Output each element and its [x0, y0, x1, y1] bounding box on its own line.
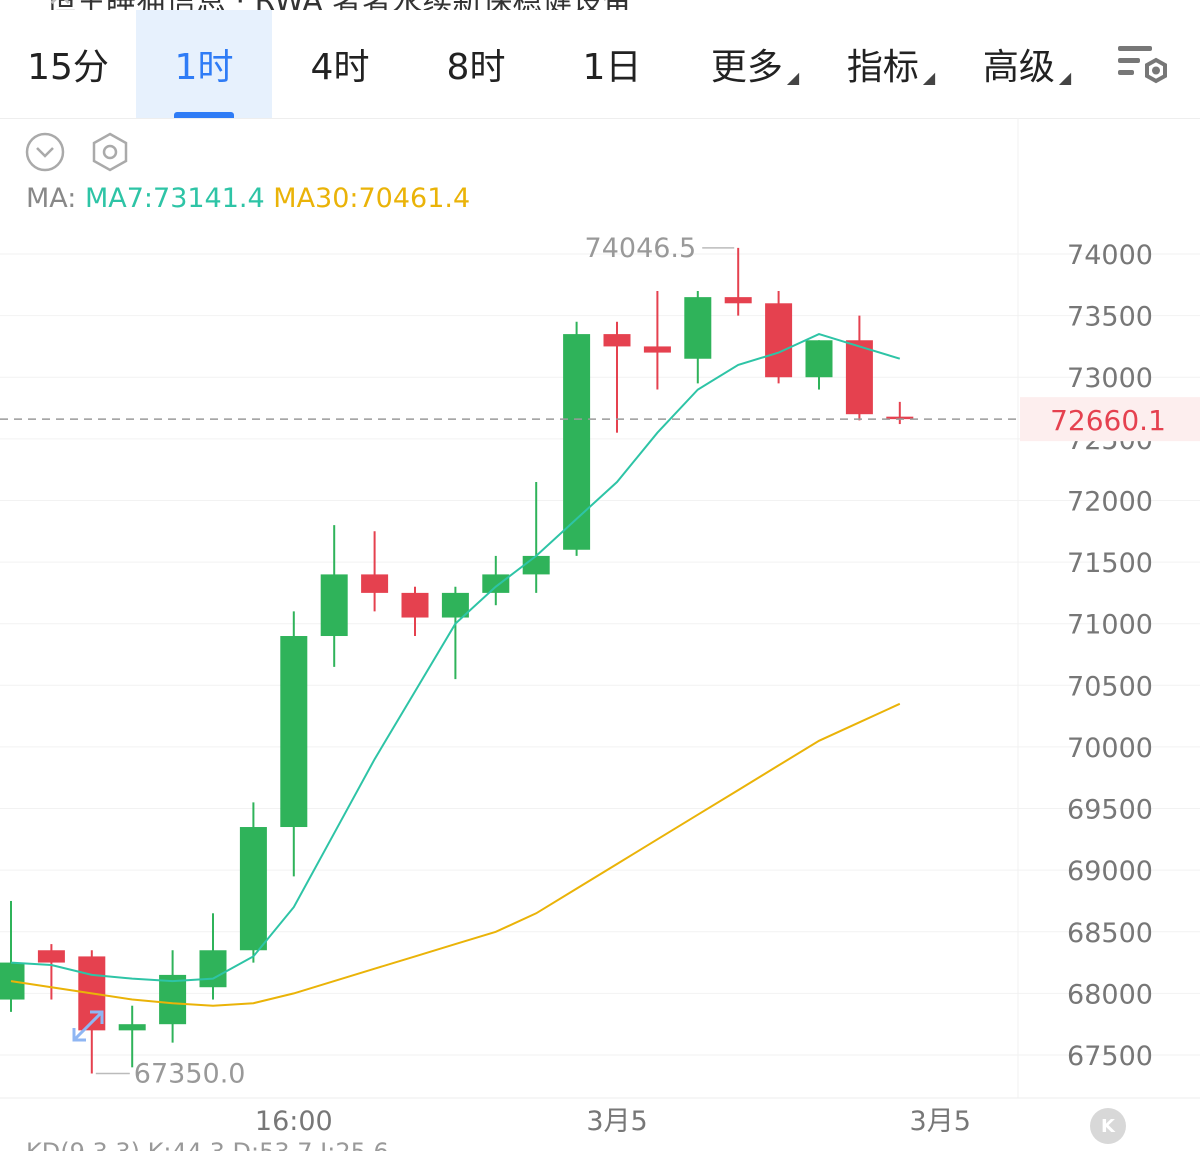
tab-label: 指标	[846, 47, 919, 88]
candle-body	[684, 297, 712, 359]
tab-label: 更多	[710, 47, 783, 88]
y-tick-label: 70500	[1067, 671, 1153, 702]
tab-label: 4时	[310, 47, 370, 88]
y-tick-label: 68000	[1067, 979, 1153, 1010]
candle-body	[765, 303, 793, 378]
ma7-line	[10, 333, 901, 983]
ma30-value: MA30:70461.4	[273, 183, 471, 214]
ma7-value: MA7:73141.4	[84, 183, 265, 214]
timeframe-tabs: 15分 1时 4时 8时 1日 更多 ◢ 指标 ◢ 高级 ◢	[0, 10, 1200, 119]
candle-body	[563, 334, 591, 550]
window-title: 恒生睡猫信息 · RWA 奢奢永续新保稳健设备	[46, 0, 632, 10]
ma-legend: MA: MA7:73141.4 MA30:70461.4	[26, 183, 470, 214]
ma30-line	[10, 702, 901, 1007]
tab-label: 15分	[27, 47, 109, 88]
candle-body	[361, 574, 389, 593]
tab-more-dropdown[interactable]: 更多 ◢	[690, 10, 820, 118]
y-tick-label: 73500	[1067, 302, 1153, 333]
chevron-down-circle-icon[interactable]	[25, 132, 65, 172]
candle-body	[159, 974, 187, 1025]
y-tick-label: 70000	[1067, 733, 1153, 764]
k-line-toggle-button[interactable]: K	[1090, 1108, 1126, 1144]
candle-body	[845, 340, 873, 415]
tab-advanced-dropdown[interactable]: 高级 ◢	[962, 10, 1092, 118]
tab-8h[interactable]: 8时	[408, 10, 544, 118]
tab-label: 8时	[446, 47, 506, 88]
candle-body	[118, 1024, 146, 1031]
y-tick-label: 71000	[1067, 610, 1153, 641]
kd-indicator-text: KD(9,3,3) K:44.3 D:53.7 J:25.6	[26, 1138, 389, 1151]
tab-15m[interactable]: 15分	[0, 10, 136, 118]
candle-body	[724, 297, 752, 304]
candle-body	[886, 416, 914, 420]
chart-settings-icon[interactable]	[1116, 40, 1172, 90]
tab-label: 1日	[582, 47, 642, 88]
y-tick-label: 69000	[1067, 856, 1153, 887]
candle-body	[482, 574, 510, 593]
candle-body	[37, 950, 65, 963]
tab-label: 1时	[174, 47, 234, 88]
tab-1h[interactable]: 1时	[136, 10, 272, 118]
x-tick-label: 3月5	[586, 1106, 647, 1137]
indicator-strip: KD(9,3,3) K:44.3 D:53.7 J:25.6	[0, 1138, 1200, 1151]
candle-body	[603, 334, 631, 347]
candle-body	[199, 950, 227, 988]
ma-label: MA:	[26, 183, 77, 214]
x-tick-label: 16:00	[255, 1106, 333, 1137]
window-title-strip: 恒生睡猫信息 · RWA 奢奢永续新保稳健设备 ×	[0, 0, 1200, 10]
candle-body	[239, 827, 267, 951]
y-tick-label: 72000	[1067, 486, 1153, 517]
y-tick-label: 67500	[1067, 1041, 1153, 1072]
y-tick-label: 71500	[1067, 548, 1153, 579]
caret-down-icon: ◢	[922, 67, 936, 87]
y-tick-label: 68500	[1067, 918, 1153, 949]
candle-body	[280, 636, 308, 828]
candle-body	[401, 592, 429, 618]
caret-down-icon: ◢	[1058, 67, 1072, 87]
current-price-label: 72660.1	[1050, 404, 1166, 437]
y-tick-label: 74000	[1067, 240, 1153, 271]
tab-indicators-dropdown[interactable]: 指标 ◢	[826, 10, 956, 118]
max-price-label: 74046.5	[585, 233, 697, 264]
caret-down-icon: ◢	[786, 67, 800, 87]
tab-label: 高级	[982, 47, 1055, 88]
hexagon-settings-icon[interactable]	[90, 132, 130, 172]
close-icon[interactable]: ×	[46, 0, 1126, 10]
y-tick-label: 69500	[1067, 795, 1153, 826]
candle-body	[643, 346, 671, 353]
y-tick-label: 73000	[1067, 363, 1153, 394]
candle-body	[320, 574, 348, 637]
candle-body	[522, 555, 550, 575]
candle-body	[805, 340, 833, 378]
fullscreen-arrows-icon[interactable]	[66, 1004, 110, 1048]
min-price-label: 67350.0	[134, 1058, 246, 1089]
x-tick-label: 3月5	[910, 1106, 971, 1137]
tab-1d[interactable]: 1日	[544, 10, 680, 118]
current-price-badge	[1020, 397, 1200, 442]
tab-4h[interactable]: 4时	[272, 10, 408, 118]
candle-body	[441, 592, 469, 618]
